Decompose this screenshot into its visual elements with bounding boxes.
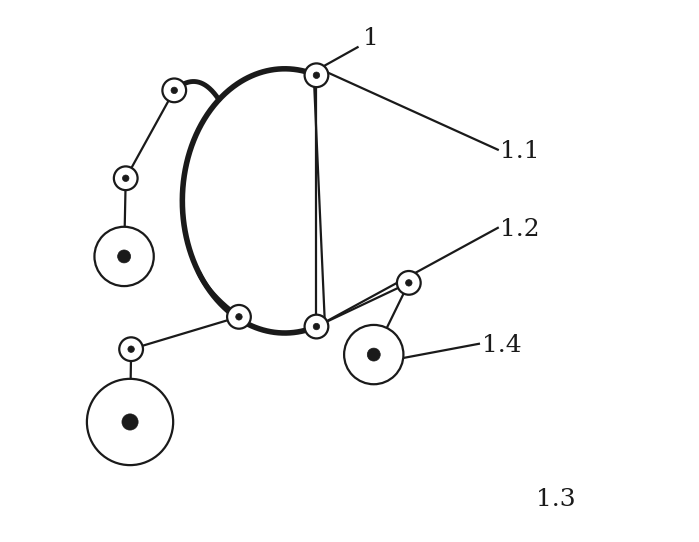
Circle shape — [313, 72, 319, 79]
Circle shape — [171, 87, 178, 94]
Circle shape — [405, 280, 412, 286]
Circle shape — [87, 379, 173, 465]
Circle shape — [367, 348, 380, 361]
Circle shape — [305, 315, 329, 338]
Circle shape — [236, 314, 242, 320]
Text: 1.2: 1.2 — [500, 218, 540, 241]
Text: 1.3: 1.3 — [535, 488, 575, 511]
Circle shape — [313, 324, 319, 330]
Circle shape — [162, 79, 186, 102]
Text: 1.1: 1.1 — [500, 140, 540, 163]
Circle shape — [344, 325, 403, 384]
Circle shape — [128, 346, 134, 352]
Circle shape — [122, 414, 138, 430]
Circle shape — [114, 166, 138, 190]
Text: 1.4: 1.4 — [482, 334, 521, 357]
Circle shape — [227, 305, 251, 328]
Circle shape — [117, 250, 131, 263]
Circle shape — [120, 337, 143, 361]
Circle shape — [397, 271, 421, 295]
Text: 1: 1 — [363, 27, 379, 49]
Circle shape — [305, 63, 329, 87]
Circle shape — [122, 175, 129, 182]
Circle shape — [94, 227, 154, 286]
